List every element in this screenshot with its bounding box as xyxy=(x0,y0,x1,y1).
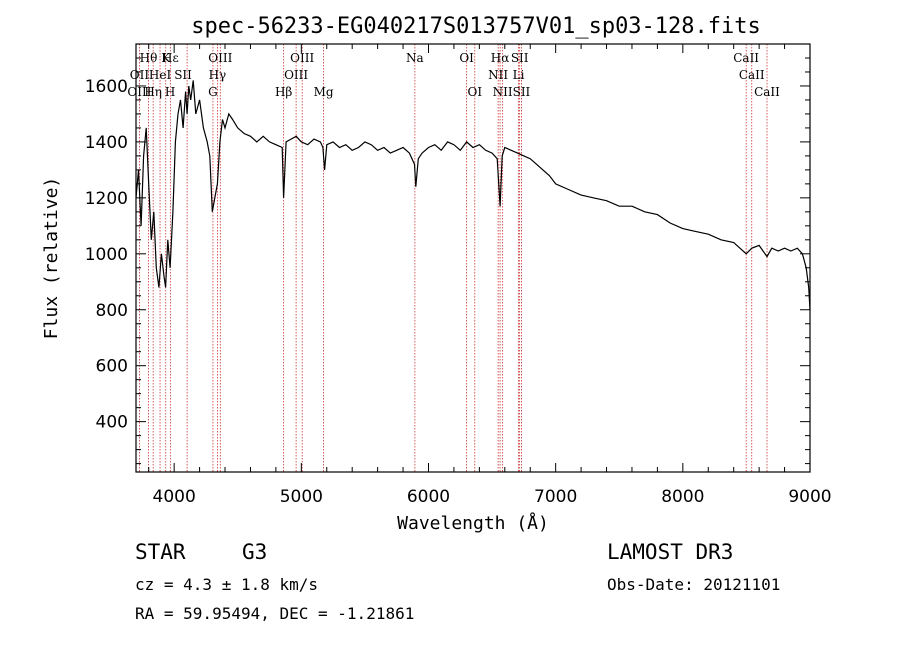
x-tick-label: 9000 xyxy=(788,487,831,507)
x-tick-label: 8000 xyxy=(661,487,704,507)
line-label: OII xyxy=(130,68,150,82)
line-label: SII xyxy=(174,68,192,82)
x-tick-label: 5000 xyxy=(280,487,323,507)
line-label: SII xyxy=(511,51,529,65)
line-label: OIII xyxy=(290,51,314,65)
object-class: STAR xyxy=(135,540,186,564)
line-label: Hη xyxy=(144,85,162,99)
y-tick-label: 1600 xyxy=(85,77,128,97)
line-label: CaII xyxy=(739,68,765,82)
line-label: G xyxy=(208,85,218,99)
line-label: Hα xyxy=(491,51,510,65)
y-tick-label: 800 xyxy=(96,301,128,321)
y-axis-label: Flux (relative) xyxy=(41,177,62,340)
line-label: OI xyxy=(467,85,482,99)
y-tick-label: 1200 xyxy=(85,189,128,209)
line-label: SII xyxy=(513,85,531,99)
line-label: H xyxy=(165,85,175,99)
spectral-subclass: G3 xyxy=(242,540,268,564)
observation-date: Obs-Date: 20121101 xyxy=(607,575,781,594)
line-label: Hγ xyxy=(209,68,227,82)
line-label: Hβ xyxy=(275,85,292,99)
x-tick-label: 6000 xyxy=(407,487,450,507)
line-label: NII xyxy=(493,85,513,99)
line-label: Hε xyxy=(162,51,179,65)
line-label: Hθ xyxy=(140,51,158,65)
spectral-line-markers xyxy=(139,44,768,472)
line-label: CaII xyxy=(754,85,780,99)
y-tick-label: 1400 xyxy=(85,133,128,153)
line-label: OIII xyxy=(208,51,232,65)
line-label: Li xyxy=(513,68,525,82)
line-label: K xyxy=(161,51,171,65)
line-label: CaII xyxy=(733,51,759,65)
line-label: OIII xyxy=(284,68,308,82)
line-label: NII xyxy=(488,68,508,82)
survey-name: LAMOST DR3 xyxy=(607,540,734,564)
x-tick-label: 7000 xyxy=(534,487,577,507)
y-tick-label: 600 xyxy=(96,357,128,377)
y-axis-ticks: 400 600 800 1000 1200 1400 1600 xyxy=(85,57,810,465)
chart-title: spec-56233-EG040217S013757V01_sp03-128.f… xyxy=(191,14,761,39)
x-tick-label: 4000 xyxy=(153,487,196,507)
line-label: Na xyxy=(406,51,424,65)
y-tick-label: 400 xyxy=(96,413,128,433)
coordinates: RA = 59.95494, DEC = -1.21861 xyxy=(135,604,415,623)
flux-series-line xyxy=(135,80,811,310)
line-label: Mg xyxy=(314,85,334,99)
redshift-value: cz = 4.3 ± 1.8 km/s xyxy=(135,575,319,594)
plot-frame xyxy=(135,43,811,473)
x-axis-label: Wavelength (Å) xyxy=(397,512,549,534)
x-axis-ticks: 4000 5000 6000 7000 8000 9000 xyxy=(148,44,832,507)
line-label: OIII xyxy=(127,85,151,99)
line-label: HeI xyxy=(149,68,172,82)
y-tick-label: 1000 xyxy=(85,245,128,265)
line-label: OI xyxy=(459,51,474,65)
